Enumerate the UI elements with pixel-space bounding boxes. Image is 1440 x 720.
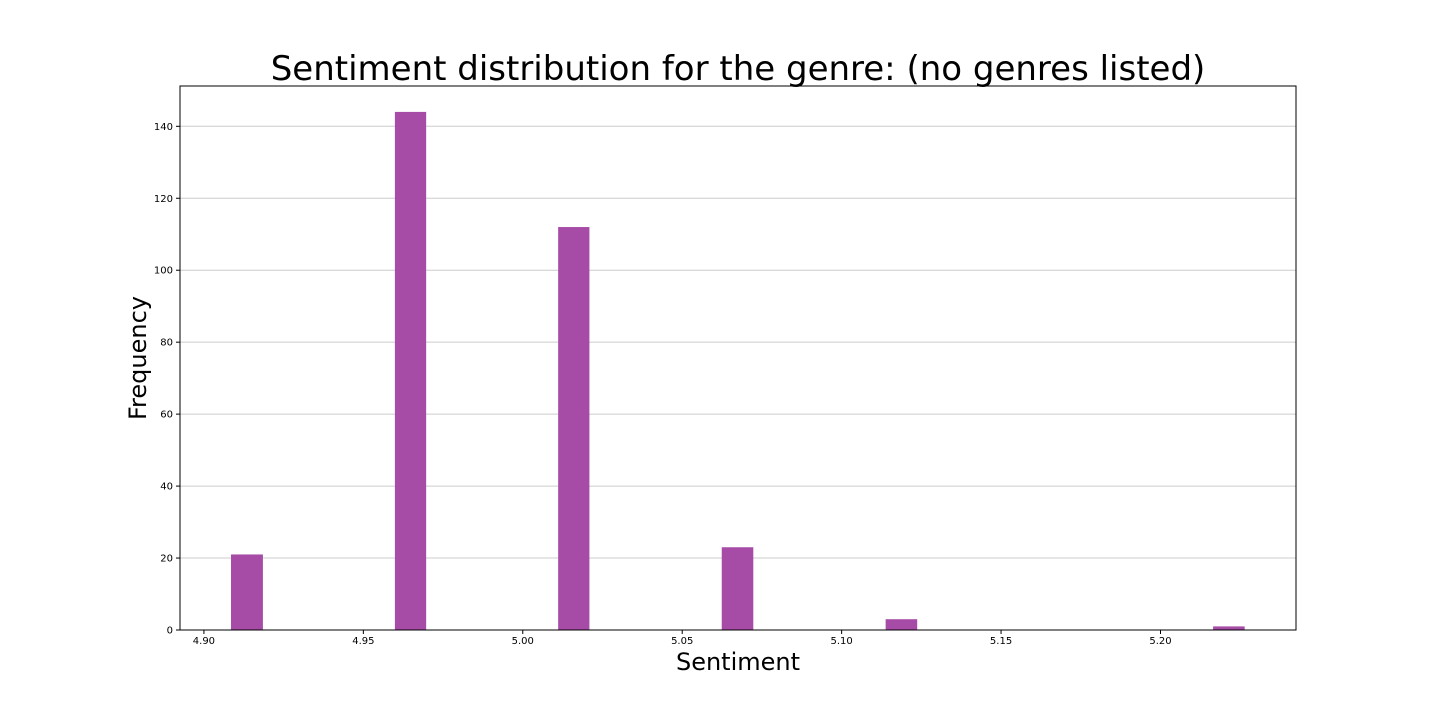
x-tick-label: 5.20	[1149, 636, 1171, 647]
gridlines	[180, 125, 1296, 559]
x-tick-label: 4.95	[352, 636, 374, 647]
histogram-bar	[1213, 626, 1245, 630]
histogram-bar	[231, 554, 263, 630]
y-tick-label: 40	[160, 482, 173, 493]
y-tick-label: 140	[154, 122, 173, 133]
y-tick-label: 20	[160, 554, 173, 565]
y-axis-label: Frequency	[124, 296, 152, 420]
plot-frame	[179, 85, 1297, 631]
histogram-bars	[231, 111, 1245, 630]
histogram-bar	[885, 619, 918, 630]
y-tick-label: 100	[154, 266, 173, 277]
y-tick-label: 80	[160, 338, 173, 349]
x-tick-label: 5.15	[990, 636, 1012, 647]
histogram-bar	[558, 227, 590, 630]
x-tick-label: 5.05	[671, 636, 693, 647]
y-tick-label: 60	[160, 410, 173, 421]
x-tick-label: 4.90	[193, 636, 215, 647]
y-axis-ticks: 0 20 40 60 80 100 120 140	[154, 122, 180, 637]
x-axis-ticks: 4.90 4.95 5.00 5.05 5.10 5.15 5.20	[193, 630, 1172, 647]
histogram-bar	[394, 111, 427, 630]
y-tick-label: 0	[167, 626, 173, 637]
chart-title: Sentiment distribution for the genre: (n…	[271, 49, 1206, 89]
histogram-bar	[721, 547, 754, 630]
y-tick-label: 120	[154, 194, 173, 205]
x-tick-label: 5.10	[830, 636, 852, 647]
x-tick-label: 5.00	[512, 636, 534, 647]
x-axis-label: Sentiment	[676, 648, 800, 676]
